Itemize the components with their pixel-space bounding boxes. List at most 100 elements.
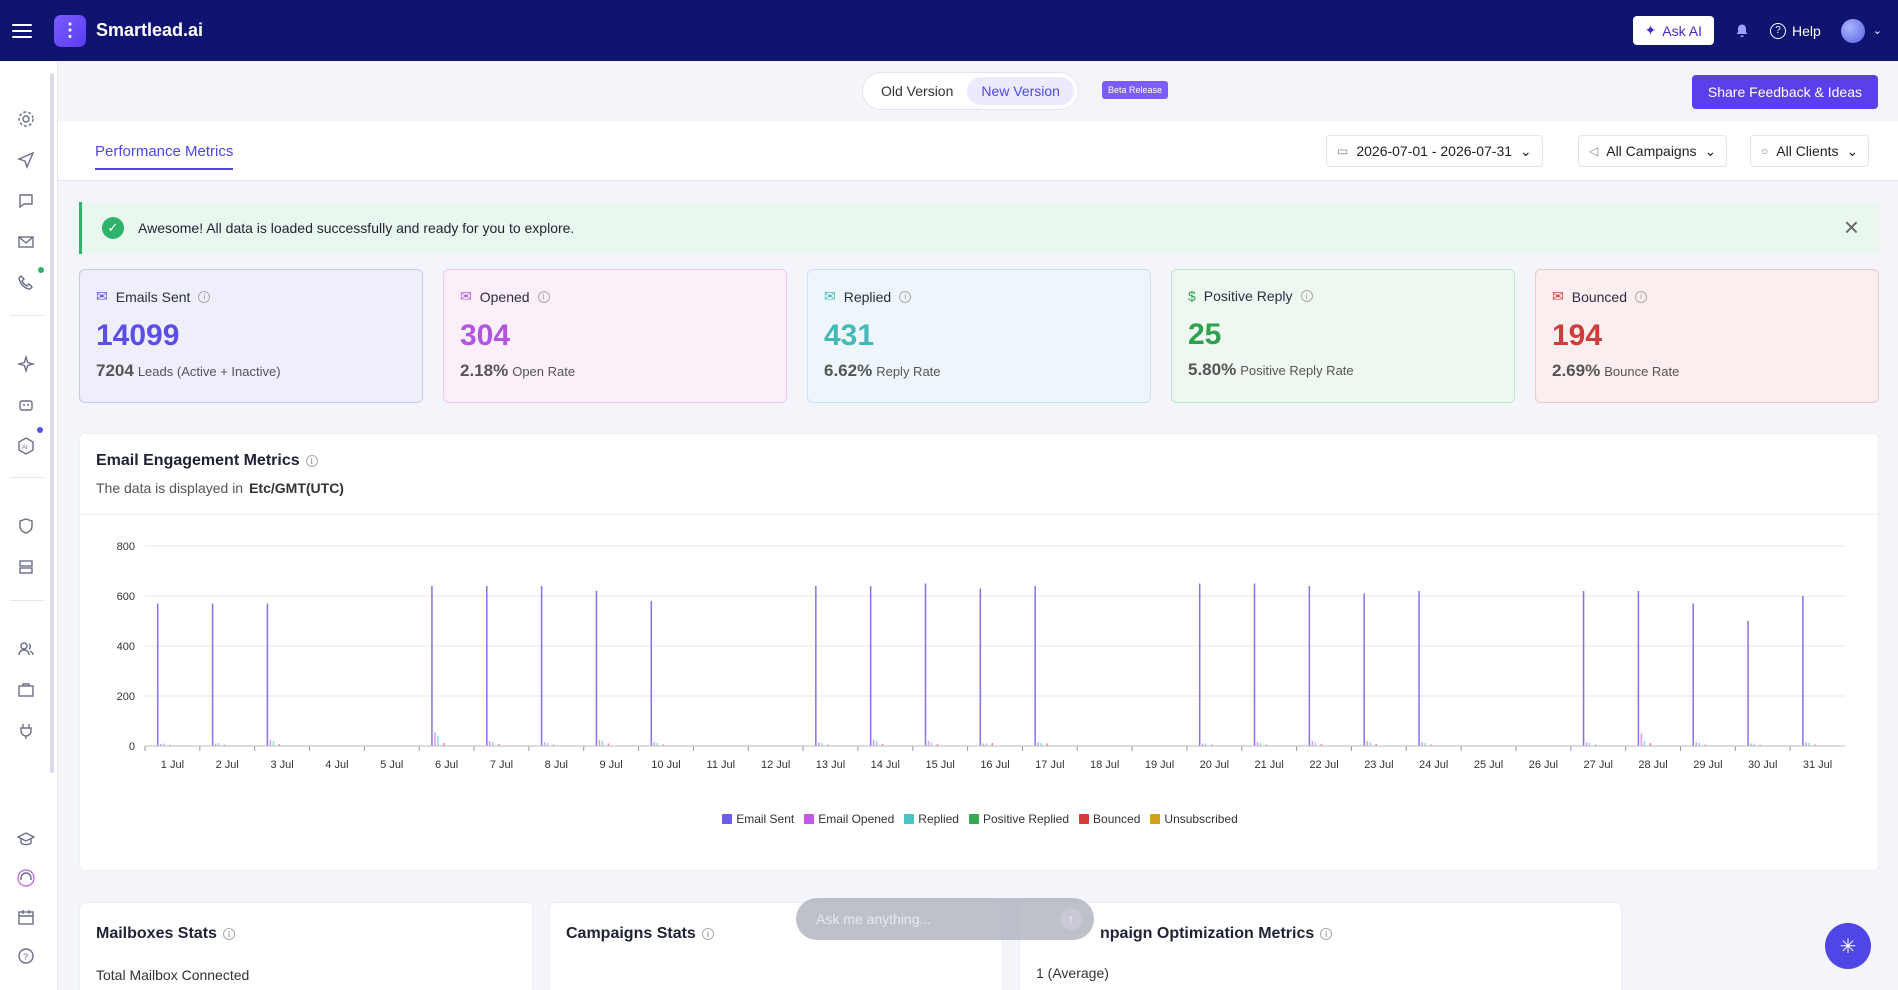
bar-bounced[interactable]	[1210, 744, 1213, 747]
bar-email-sent[interactable]	[1034, 586, 1036, 746]
bar-bounced[interactable]	[1759, 744, 1761, 746]
bar-bounced[interactable]	[1320, 744, 1323, 746]
bar-email-opened[interactable]	[489, 741, 491, 746]
bar-replied[interactable]	[1808, 743, 1810, 746]
share-feedback-button[interactable]: Share Feedback & Ideas	[1691, 75, 1878, 109]
shield-icon[interactable]	[14, 514, 38, 538]
clients-filter[interactable]: ○ All Clients ⌄	[1750, 135, 1870, 167]
bar-email-opened[interactable]	[1256, 742, 1259, 746]
bar-email-sent[interactable]	[650, 601, 653, 746]
bar-replied[interactable]	[1369, 742, 1371, 746]
graduation-cap-icon[interactable]	[14, 827, 38, 851]
gear-icon[interactable]	[14, 107, 38, 131]
bar-email-opened[interactable]	[598, 739, 601, 746]
bar-email-sent[interactable]	[979, 588, 982, 747]
bar-bounced[interactable]	[662, 744, 665, 747]
help-button[interactable]: ? Help	[1769, 22, 1821, 39]
bar-email-opened[interactable]	[653, 742, 656, 746]
bar-email-sent[interactable]	[924, 583, 927, 747]
bar-replied[interactable]	[1259, 743, 1262, 746]
bar-bounced[interactable]	[1430, 744, 1432, 747]
bar-bounced[interactable]	[1594, 744, 1597, 747]
bar-replied[interactable]	[930, 742, 933, 746]
replied-card[interactable]: ✉ Replied i 431 6.62% Reply Rate	[807, 269, 1151, 403]
bar-replied[interactable]	[272, 741, 275, 746]
info-icon[interactable]: i	[537, 290, 550, 303]
bar-email-sent[interactable]	[815, 586, 817, 746]
bar-bounced[interactable]	[881, 744, 884, 746]
bar-replied[interactable]	[821, 743, 823, 746]
bar-email-opened[interactable]	[1366, 741, 1368, 746]
bar-email-opened[interactable]	[1201, 743, 1204, 747]
bar-replied[interactable]	[1204, 743, 1207, 747]
bar-email-opened[interactable]	[214, 743, 217, 747]
bar-email-opened[interactable]	[1421, 742, 1423, 746]
legend-item[interactable]: Positive Replied	[968, 812, 1069, 826]
bar-email-sent[interactable]	[486, 586, 488, 746]
bar-bounced[interactable]	[1375, 744, 1377, 746]
bar-email-sent[interactable]	[1802, 596, 1804, 746]
mail-icon[interactable]	[14, 230, 38, 254]
legend-item[interactable]: Unsubscribed	[1150, 812, 1238, 826]
info-icon[interactable]: i	[305, 455, 318, 467]
bell-icon[interactable]	[1734, 23, 1750, 39]
bar-email-sent[interactable]	[431, 586, 433, 746]
bar-email-opened[interactable]	[1640, 733, 1643, 747]
chevron-down-icon[interactable]: ⌄	[1872, 25, 1882, 37]
bar-email-sent[interactable]	[540, 586, 543, 746]
legend-item[interactable]: Replied	[904, 812, 959, 826]
bar-replied[interactable]	[1698, 743, 1700, 746]
info-icon[interactable]: i	[1320, 928, 1333, 940]
info-icon[interactable]: i	[701, 928, 714, 940]
bar-email-sent[interactable]	[1253, 583, 1256, 747]
bar-replied[interactable]	[1314, 742, 1317, 746]
bar-email-opened[interactable]	[1805, 742, 1807, 746]
bar-replied[interactable]	[1588, 743, 1591, 746]
bar-email-sent[interactable]	[1418, 591, 1420, 746]
positive-reply-card[interactable]: $ Positive Reply i 25 5.80% Positive Reply …	[1171, 269, 1515, 403]
opened-card[interactable]: ✉ Opened i 304 2.18% Open Rate	[443, 269, 787, 403]
bar-bounced[interactable]	[1046, 743, 1048, 747]
legend-item[interactable]: Email Opened	[804, 812, 894, 826]
bar-bounced[interactable]	[1704, 744, 1706, 747]
briefcase-icon[interactable]	[14, 678, 38, 702]
info-icon[interactable]: i	[1635, 290, 1648, 303]
bar-bounced[interactable]	[223, 744, 226, 746]
ai-badge-icon[interactable]: AI	[14, 434, 38, 458]
info-icon[interactable]: i	[899, 290, 912, 303]
calendar-icon[interactable]	[14, 905, 38, 929]
avatar[interactable]	[1840, 18, 1865, 43]
bar-bounced[interactable]	[443, 743, 445, 746]
bar-email-opened[interactable]	[160, 744, 162, 746]
bar-replied[interactable]	[1040, 743, 1042, 746]
bar-email-opened[interactable]	[1037, 742, 1039, 746]
info-icon[interactable]: i	[198, 290, 211, 303]
bar-email-opened[interactable]	[927, 741, 930, 746]
info-icon[interactable]: i	[222, 928, 235, 940]
sidebar-scrollbar[interactable]	[50, 73, 54, 773]
bar-replied[interactable]	[1424, 743, 1426, 746]
bar-replied[interactable]	[437, 736, 439, 746]
headset-icon[interactable]	[14, 866, 38, 890]
bar-email-opened[interactable]	[818, 742, 820, 746]
bar-replied[interactable]	[601, 741, 604, 746]
bar-bounced[interactable]	[991, 743, 994, 746]
bounced-card[interactable]: ✉ Bounced i 194 2.69% Bounce Rate	[1535, 269, 1879, 403]
close-icon[interactable]: ×	[1843, 212, 1859, 242]
legend-item[interactable]: Bounced	[1079, 812, 1140, 826]
send-icon[interactable]	[14, 148, 38, 172]
bar-email-sent[interactable]	[1308, 586, 1311, 746]
bar-email-opened[interactable]	[1311, 741, 1314, 746]
bar-email-sent[interactable]	[1363, 593, 1365, 747]
legend-item[interactable]: Email Sent	[722, 812, 794, 826]
robot-icon[interactable]	[14, 393, 38, 417]
bar-email-opened[interactable]	[543, 742, 546, 746]
sparkle-icon[interactable]	[14, 352, 38, 376]
bar-bounced[interactable]	[827, 744, 829, 747]
new-version-button[interactable]: New Version	[967, 77, 1074, 105]
bar-email-opened[interactable]	[872, 739, 875, 746]
bar-email-opened[interactable]	[1695, 742, 1697, 746]
assistant-fab-button[interactable]: ✳	[1825, 923, 1871, 969]
bar-email-opened[interactable]	[1585, 742, 1588, 746]
bar-email-sent[interactable]	[869, 586, 872, 746]
